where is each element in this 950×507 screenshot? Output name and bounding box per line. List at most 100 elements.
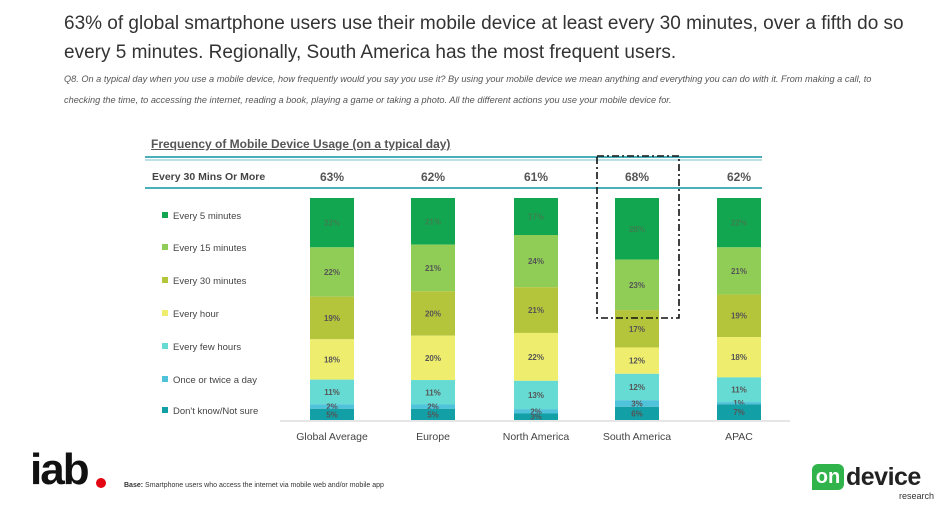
category-label-3: South America [603,431,671,443]
data-label-1-2: 20% [425,309,441,318]
data-label-4-3: 18% [731,353,747,362]
bar-0-0 [310,198,354,248]
legend-label-0: Every 5 minutes [173,211,241,222]
data-label-1-6: 5% [427,410,439,419]
bar-0-2 [310,296,354,340]
legend-swatch-2 [162,277,168,283]
bar-1-1 [411,244,455,292]
category-label-4: APAC [725,431,753,443]
data-label-2-4: 13% [528,391,544,400]
data-label-1-3: 20% [425,354,441,363]
legend-swatch-5 [162,376,168,382]
category-label-0: Global Average [296,431,368,443]
data-label-4-4: 11% [731,386,747,395]
data-label-3-4: 12% [629,383,645,392]
bar-4-6 [717,404,761,420]
bar-4-2 [717,294,761,338]
bar-3-5 [615,400,659,407]
data-label-2-5: 2% [530,407,542,416]
bar-1-5 [411,404,455,409]
bar-2-1 [514,235,558,288]
bar-3-0 [615,198,659,260]
bar-1-0 [411,198,455,245]
data-label-2-6: 3% [530,413,542,422]
data-label-0-5: 2% [326,403,338,412]
iab-logo-dot [96,478,106,488]
bar-1-6 [411,408,455,420]
bar-3-1 [615,259,659,311]
bar-4-4 [717,377,761,403]
summary-value-0: 63% [320,170,344,184]
legend-swatch-1 [162,244,168,250]
bar-0-6 [310,408,354,420]
data-label-0-4: 11% [324,388,340,397]
data-label-2-2: 21% [528,306,544,315]
data-label-3-0: 28% [629,225,645,234]
data-label-0-3: 18% [324,355,340,364]
bar-4-5 [717,402,761,405]
data-label-0-2: 19% [324,314,340,323]
ondevice-logo-device: device [846,463,921,491]
bar-3-3 [615,347,659,374]
ondevice-logo-research: research [898,491,934,501]
bar-2-4 [514,380,558,410]
legend-swatch-4 [162,343,168,349]
category-label-2: North America [503,431,570,443]
data-label-4-5: 1% [733,399,745,408]
bar-0-4 [310,379,354,405]
data-label-1-5: 2% [427,403,439,412]
summary-value-4: 62% [727,170,751,184]
bar-1-2 [411,291,455,336]
bar-1-4 [411,380,455,405]
data-label-3-6: 6% [631,409,643,418]
data-label-0-0: 22% [324,219,340,228]
chart-title: Frequency of Mobile Device Usage (on a t… [151,137,451,151]
bar-2-6 [514,413,558,420]
category-label-1: Europe [416,431,450,443]
base-text: Smartphone users who access the internet… [145,482,384,489]
legend-swatch-3 [162,310,168,316]
legend-label-6: Don't know/Not sure [173,406,258,417]
data-label-1-0: 21% [425,217,441,226]
ondevice-logo: on device research [812,462,938,504]
stacked-bar-chart: Every 30 Mins Or More 63% 62% 61% 68% 62% Ever… [145,155,790,443]
data-label-3-5: 3% [631,400,643,409]
legend-label-2: Every 30 minutes [173,276,247,287]
data-label-2-1: 24% [528,257,544,266]
summary-value-3: 68% [625,170,649,184]
legend-label-1: Every 15 minutes [173,243,247,254]
summary-value-2: 61% [524,170,548,184]
data-label-0-1: 22% [324,268,340,277]
bar-0-3 [310,339,354,380]
legend-label-4: Every few hours [173,342,241,353]
iab-logo-text: iab [30,445,90,494]
highlight-box [596,155,680,319]
data-label-2-0: 17% [528,213,544,222]
iab-logo: iab [30,446,110,496]
data-label-4-1: 21% [731,267,747,276]
summary-row-label: Every 30 Mins Or More [152,171,265,183]
bar-2-3 [514,332,558,381]
base-label: Base: [124,482,144,489]
legend-swatch-0 [162,212,168,218]
data-label-2-3: 22% [528,353,544,362]
legend-label-5: Once or twice a day [173,375,257,386]
summary-value-1: 62% [421,170,445,184]
survey-question: Q8. On a typical day when you use a mobi… [64,74,872,105]
bar-1-3 [411,335,455,381]
legend-label-3: Every hour [173,309,219,320]
legend-swatch-6 [162,407,168,413]
data-label-1-1: 21% [425,264,441,273]
bar-0-5 [310,404,354,409]
bar-4-0 [717,198,761,248]
bar-2-0 [514,198,558,235]
bar-4-3 [717,337,761,378]
data-label-3-3: 12% [629,357,645,366]
data-label-0-6: 5% [326,410,338,419]
headline: 63% of global smartphone users use their… [64,13,904,63]
ondevice-logo-on: on [812,464,844,490]
bar-3-4 [615,373,659,401]
data-label-1-4: 11% [425,388,441,397]
data-label-4-6: 7% [733,408,745,417]
bar-3-6 [615,406,659,420]
